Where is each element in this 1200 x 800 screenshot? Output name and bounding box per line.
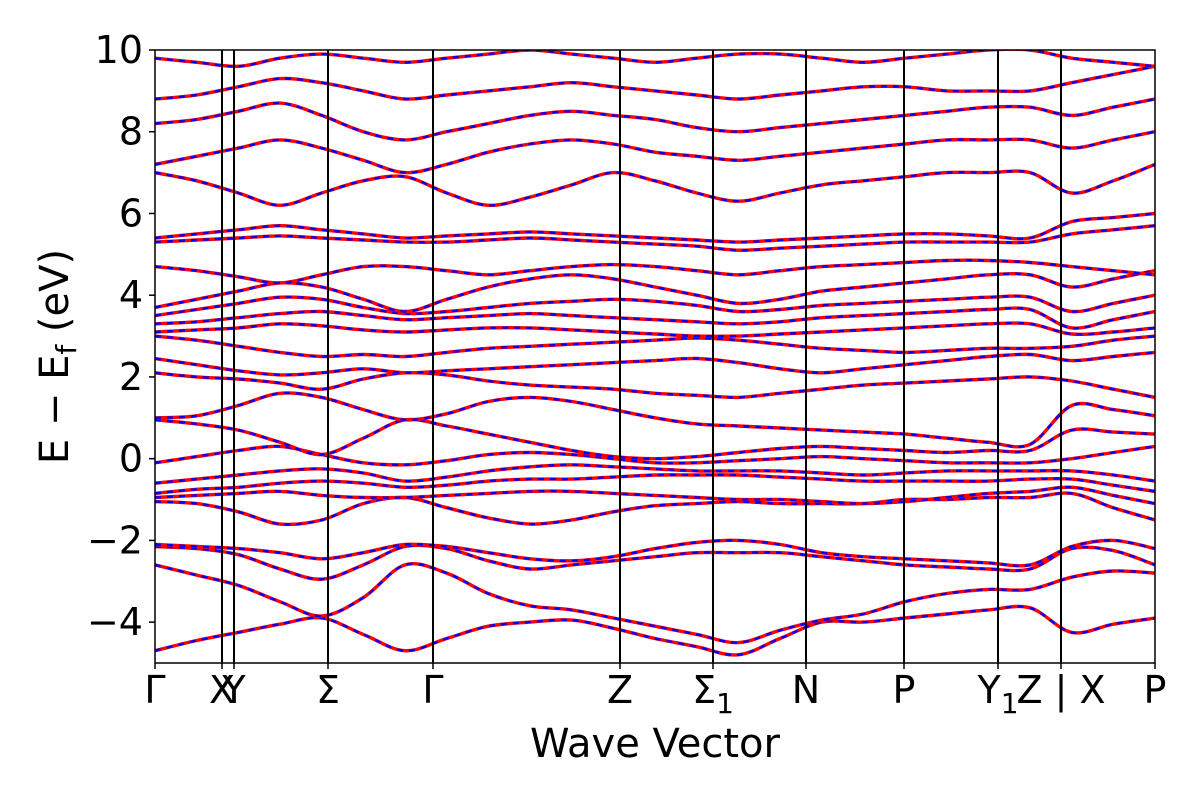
band-line-solid	[155, 370, 1155, 400]
band-line-solid	[155, 334, 1155, 359]
x-tick-label: Γ	[422, 668, 443, 712]
band-line-dashed	[155, 259, 1155, 285]
band-line-solid	[155, 130, 1155, 175]
y-tick-label: 2	[119, 355, 143, 399]
band-line-solid	[155, 417, 1155, 461]
band-line-dashed	[155, 97, 1155, 142]
band-line-dashed	[155, 539, 1155, 568]
band-line-solid	[155, 473, 1155, 496]
band-line-dashed	[155, 491, 1155, 526]
x-tick-label: Y1	[976, 668, 1018, 720]
y-axis-label-unit: (eV)	[32, 249, 78, 345]
x-tick-label: Γ	[144, 668, 165, 712]
y-tick-label: 4	[119, 273, 143, 317]
y-tick-label: 0	[119, 437, 143, 481]
x-tick-label: X	[209, 668, 235, 712]
band-line-solid	[155, 211, 1155, 244]
y-tick-label: −4	[87, 600, 143, 644]
x-tick-label: Z | X	[1016, 668, 1105, 713]
x-tick-label: Y	[221, 668, 246, 712]
y-axis-label: E − Ef (eV)	[32, 249, 83, 464]
band-line-solid	[155, 321, 1155, 339]
band-line-dashed	[155, 65, 1155, 101]
x-tick-label: Σ1	[692, 668, 734, 720]
band-line-solid	[155, 64, 1155, 101]
band-line-dashed	[155, 163, 1155, 207]
plot-frame	[154, 49, 1156, 664]
y-tick-label: 10	[95, 28, 143, 72]
y-axis-label-sub: f	[50, 344, 83, 355]
band-line-dashed	[155, 418, 1155, 460]
band-line-solid	[155, 463, 1155, 485]
band-line-dashed	[155, 334, 1155, 358]
band-line-solid	[155, 162, 1155, 208]
band-line-solid	[155, 50, 1155, 69]
band-line-solid	[155, 269, 1155, 314]
band-line-dashed	[155, 605, 1155, 657]
band-line-solid	[155, 224, 1155, 252]
x-tick-label: P	[893, 668, 916, 712]
band-line-dashed	[155, 294, 1155, 317]
x-axis-label: Wave Vector	[530, 721, 781, 767]
band-line-dashed	[155, 544, 1155, 581]
band-line-solid	[155, 258, 1155, 285]
y-ticks: −4 −2 0 2 4 6 8 10	[87, 28, 155, 644]
band-line-solid	[155, 562, 1155, 645]
kpoint-lines	[221, 50, 1062, 663]
band-line-solid	[155, 350, 1155, 377]
y-tick-label: 8	[119, 110, 143, 154]
band-line-dashed	[155, 130, 1155, 174]
y-tick-label: 6	[119, 191, 143, 235]
bands-layer	[155, 50, 1155, 657]
band-line-dashed	[155, 473, 1155, 495]
x-tick-label: P	[1144, 668, 1167, 712]
band-line-dashed	[155, 391, 1155, 448]
band-line-solid	[155, 97, 1155, 142]
band-line-solid	[155, 543, 1155, 581]
x-tick-label: Σ	[316, 668, 340, 712]
y-tick-label: −2	[87, 518, 143, 562]
x-tick-label: N	[792, 668, 820, 712]
y-axis-label-main: E − E	[32, 355, 78, 465]
band-line-solid	[155, 491, 1155, 527]
band-line-solid	[155, 538, 1155, 568]
band-line-solid	[155, 485, 1155, 506]
band-line-dashed	[155, 269, 1155, 313]
x-tick-label: Z	[607, 668, 633, 712]
band-line-dashed	[155, 50, 1155, 68]
band-line-solid	[155, 306, 1155, 330]
band-line-solid	[155, 391, 1155, 449]
